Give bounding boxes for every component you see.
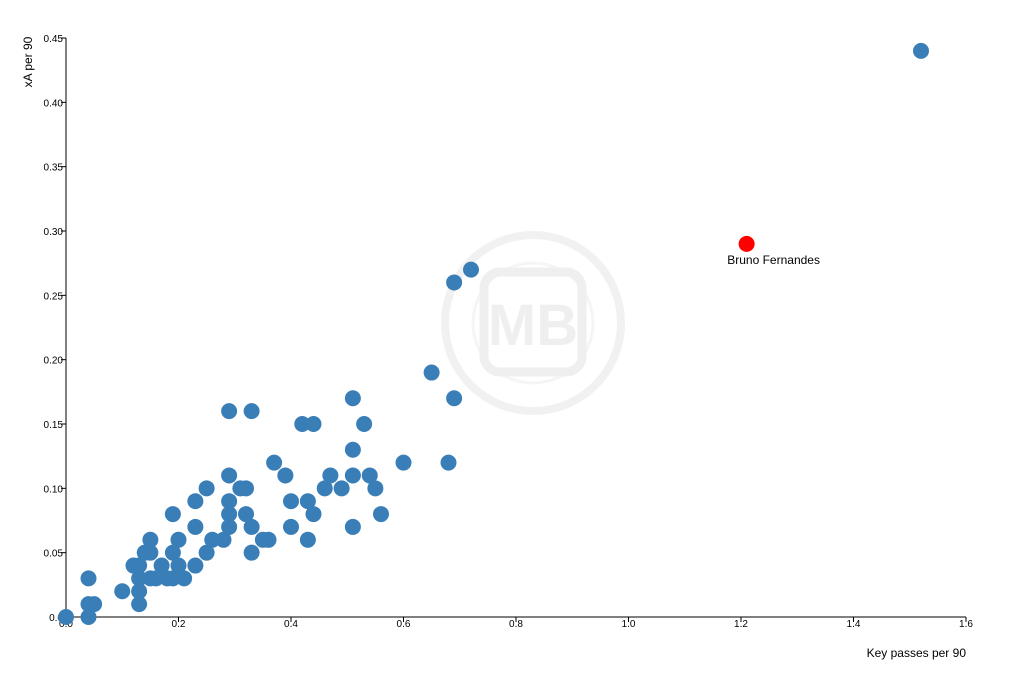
data-point [187,493,204,510]
watermark-logo: MB [441,231,625,415]
y-tick-label: 0.40 [44,98,64,109]
data-point [373,506,389,523]
y-tick-label: 0.0 [49,613,63,624]
x-tick-label: 1.0 [622,619,636,630]
highlight-label: Bruno Fernandes [727,253,820,267]
data-point [277,467,294,484]
data-point [446,274,463,291]
data-point [260,531,277,548]
data-point [344,441,361,458]
data-point [322,467,339,484]
y-tick-label: 0.35 [44,163,64,174]
data-point [153,557,170,574]
x-axis-title: Key passes per 90 [867,646,967,660]
data-point [187,518,204,535]
data-point [423,364,440,381]
data-point [221,467,238,484]
y-tick-label: 0.30 [44,227,64,238]
data-point [176,570,193,587]
data-point [299,531,316,548]
watermark-text: MB [488,293,578,358]
highlight-point [738,235,755,252]
data-point [164,570,181,587]
data-point [238,480,254,497]
y-tick-label: 0.45 [44,34,64,45]
x-ticks: 0.00.20.40.60.81.01.21.41.6 [59,617,973,630]
data-point [142,544,159,561]
y-axis-title: xA per 90 [21,36,35,87]
y-tick-label: 0.25 [44,291,64,302]
data-point [344,467,361,484]
data-point [243,544,260,561]
data-point [170,557,187,574]
data-point [131,570,148,587]
data-point [294,416,311,432]
data-point [316,480,333,497]
data-point [80,570,97,587]
data-point [283,493,299,510]
x-tick-label: 1.6 [959,619,973,630]
data-point [333,480,350,497]
data-point [131,557,148,574]
data-point [164,544,181,561]
data-point [80,609,97,625]
x-tick-label: 0.4 [284,619,298,630]
data-point [114,583,131,600]
x-tick-label: 0.6 [397,619,411,630]
data-point [221,403,238,420]
data-point [361,467,378,484]
data-point [344,390,361,407]
data-point [187,557,204,574]
data-point [198,480,215,497]
x-tick-label: 1.4 [847,619,861,630]
data-point [170,531,187,548]
data-point [215,531,232,548]
data-points [58,42,929,625]
data-point [204,531,221,548]
data-point [305,506,322,523]
data-point [243,403,260,420]
data-point [86,596,103,613]
data-point [305,416,322,432]
data-point [395,454,412,471]
data-point [131,596,148,613]
data-point [198,544,215,561]
y-ticks: 0.0 0.05 0.10 0.15 0.20 0.25 0.30 0.35 0.40 0.45 [44,34,66,624]
data-point [344,518,361,535]
y-tick-label: 0.10 [44,484,64,495]
data-point [463,261,479,278]
data-point [299,493,316,510]
data-point [131,583,148,600]
data-point [238,506,254,523]
data-point [913,42,929,59]
data-point [148,570,164,587]
data-point [221,518,238,535]
data-point [221,506,238,523]
data-point [142,531,159,548]
data-point [266,454,283,471]
data-point [221,493,238,510]
highlight-group: Bruno Fernandes [727,235,820,267]
x-tick-label: 1.2 [734,619,748,630]
y-tick-label: 0.15 [44,420,64,431]
y-tick-label: 0.20 [44,356,64,367]
data-point [243,518,260,535]
x-tick-label: 0.2 [172,619,186,630]
data-point [367,480,384,497]
data-point [356,416,373,432]
data-point [164,506,181,523]
y-tick-label: 0.05 [44,549,64,560]
data-point [440,454,457,471]
data-point [58,609,74,625]
data-point [446,390,463,407]
x-tick-label: 0.8 [509,619,523,630]
data-point [283,518,299,535]
